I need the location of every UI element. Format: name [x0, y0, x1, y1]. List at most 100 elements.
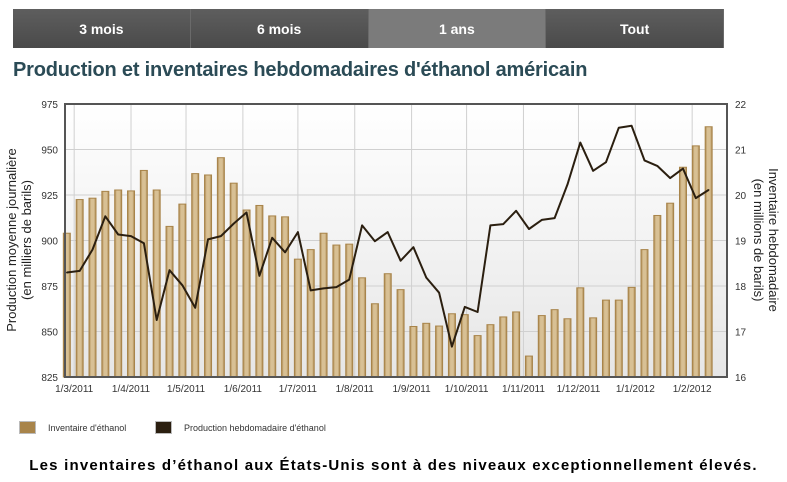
inventory-bar [88, 197, 97, 378]
right-tick-label: 21 [735, 146, 747, 157]
production-point [386, 231, 389, 233]
production-point [579, 141, 582, 144]
inventory-bar [563, 318, 572, 378]
inventory-bar [358, 277, 367, 378]
production-point [682, 167, 684, 170]
production-point [540, 219, 543, 221]
tab-6-mois[interactable]: 6 mois [190, 9, 369, 48]
inventory-bar [75, 199, 84, 378]
inventory-bar [332, 244, 341, 378]
production-point [335, 286, 338, 288]
production-point [553, 217, 556, 219]
inventory-bar [293, 258, 302, 378]
production-point [181, 284, 184, 287]
plot-frame [64, 103, 728, 378]
production-point [695, 197, 697, 199]
left-tick-label: 975 [41, 100, 58, 111]
range-tabs: 3 mois 6 mois 1 ans Tout [13, 9, 724, 48]
left-axis-unit: (en milliers de barils) [19, 180, 34, 300]
x-tick-label: 1/6/2011 [224, 384, 263, 395]
inventory-bar [191, 173, 200, 378]
inventory-bar [601, 299, 610, 378]
chart: 825 16 850 17 875 18 900 19 925 20 950 21 975 22 1/3/2… [4, 100, 781, 395]
inventory-bar [152, 189, 161, 378]
right-tick-label: 22 [735, 100, 747, 111]
inventory-bar [460, 314, 469, 378]
production-point [656, 165, 659, 167]
production-point [322, 287, 325, 290]
tab-1-ans[interactable]: 1 ans [368, 9, 547, 48]
right-tick-label: 20 [735, 191, 747, 202]
inventory-bar [306, 249, 315, 378]
production-point [297, 231, 299, 233]
inventory-bar [435, 325, 444, 378]
tab-3-mois[interactable]: 3 mois [13, 9, 191, 48]
production-point [245, 211, 248, 214]
chart-title: Production et inventaires hebdomadaires … [13, 59, 588, 81]
inventory-bar [576, 287, 585, 378]
inventory-bar [114, 189, 123, 378]
inventory-bar [229, 182, 238, 378]
production-point [502, 223, 505, 225]
production-point [643, 159, 646, 162]
x-tick-label: 1/11/2011 [502, 384, 545, 395]
production-point [258, 275, 261, 277]
inventory-bar [499, 316, 508, 378]
inventory-bar [678, 166, 687, 378]
inventory-bar [627, 286, 636, 378]
tab-tout[interactable]: Tout [546, 9, 724, 48]
production-point [117, 233, 119, 236]
inventory-bar [640, 249, 649, 378]
x-tick-label: 1/5/2011 [167, 384, 206, 395]
production-point [528, 228, 530, 230]
x-tick-label: 1/10/2011 [445, 384, 489, 395]
inventory-bar [255, 204, 264, 378]
production-point [220, 235, 222, 237]
production-point [143, 242, 145, 245]
inventory-bar [550, 309, 559, 378]
production-point [618, 126, 620, 129]
legend-label: Inventaire d'éthanol [48, 422, 127, 433]
production-point [104, 215, 107, 218]
left-tick-label: 900 [41, 237, 58, 248]
left-tick-label: 875 [41, 282, 58, 293]
inventory-bar [653, 214, 662, 378]
left-tick-label: 850 [41, 328, 58, 339]
left-axis-title: Production moyenne journalière [4, 148, 19, 332]
production-point [232, 222, 235, 225]
x-tick-label: 1/8/2011 [336, 384, 375, 395]
x-tick-label: 1/7/2011 [279, 384, 318, 395]
inventory-bar [691, 145, 700, 378]
production-point [463, 306, 466, 308]
legend-item-production: Production hebdomadaire d'éthanol [155, 421, 326, 434]
inventory-bar [396, 289, 405, 378]
inventory-bar [666, 202, 675, 378]
production-point [425, 276, 428, 279]
left-tick-label: 925 [41, 191, 58, 202]
production-point [605, 161, 607, 164]
production-point [78, 270, 81, 272]
x-tick-label: 1/4/2011 [112, 384, 151, 395]
production-point [630, 125, 633, 127]
inventory-bar [281, 216, 290, 378]
inventory-bar [704, 126, 713, 378]
inventory-bar [473, 335, 482, 378]
production-point [194, 307, 196, 309]
legend-swatch-bar [19, 421, 36, 434]
legend-item-inventaire: Inventaire d'éthanol [19, 421, 126, 434]
production-point [271, 236, 274, 239]
inventory-bar [370, 303, 379, 378]
production-point [66, 271, 68, 274]
inventory-bar [345, 243, 354, 378]
left-tick-label: 950 [41, 146, 58, 157]
production-point [207, 238, 209, 241]
inventory-bar [216, 157, 225, 378]
right-tick-label: 19 [735, 237, 747, 248]
production-point [707, 189, 710, 191]
production-point [451, 345, 453, 348]
production-point [130, 235, 132, 237]
right-tick-label: 16 [735, 373, 747, 384]
x-tick-label: 1/12/2011 [557, 384, 601, 395]
inventory-bar [409, 325, 418, 378]
inventory-bar [512, 311, 521, 378]
